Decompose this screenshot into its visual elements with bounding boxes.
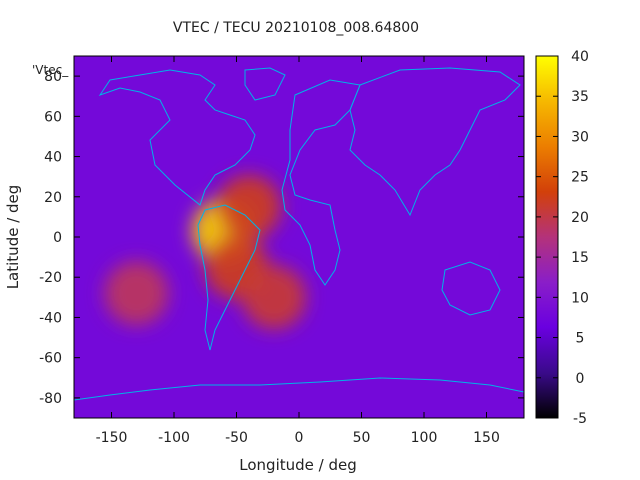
coastline-australia — [441, 261, 501, 316]
x-tick-label: -100 — [158, 430, 190, 446]
x-tick-label: -50 — [225, 430, 248, 446]
y-tick-label: 0 — [53, 230, 62, 246]
x-tick-label: 50 — [353, 430, 371, 446]
chart-title: VTEC / TECU 20210108_008.64800 — [173, 20, 419, 36]
colorbar-tick-label: 35 — [571, 89, 589, 105]
coastline-antarctica — [74, 377, 524, 401]
anomaly-south-atlantic — [242, 265, 306, 330]
colorbar-tick-label: 0 — [576, 371, 585, 387]
colorbar — [535, 55, 559, 419]
anomaly-layer — [104, 174, 306, 330]
y-tick-label: -20 — [39, 270, 62, 286]
colorbar-ticks: -5 0 5 10 15 20 25 30 35 40 — [536, 49, 589, 427]
y-tick-label: 40 — [44, 150, 62, 166]
plot-area — [74, 56, 524, 418]
colorbar-tick-label: 30 — [571, 129, 589, 145]
y-tick-label: -80 — [39, 391, 62, 407]
anomaly-southeast-pacific — [104, 261, 169, 326]
x-axis-label: Longitude / deg — [239, 456, 356, 474]
coastline-north-america — [98, 69, 256, 206]
coastline-asia — [349, 67, 521, 217]
coastline-greenland — [244, 67, 286, 101]
x-tick-label: -150 — [96, 430, 128, 446]
colorbar-tick-label: -5 — [573, 411, 587, 427]
x-axis-ticks: -150 -100 -50 0 50 100 150 — [96, 56, 500, 446]
vtec-background — [74, 56, 524, 418]
x-tick-label: 0 — [295, 430, 304, 446]
x-tick-label: 100 — [411, 430, 438, 446]
y-axis-label: Latitude / deg — [4, 185, 22, 290]
colorbar-tick-label: 20 — [571, 210, 589, 226]
coastline-europe-africa — [281, 79, 361, 286]
coastlines — [74, 67, 524, 401]
colorbar-tick-label: 10 — [571, 290, 589, 306]
y-axis-ticks: -80 -60 -40 -20 0 20 40 60 80 — [39, 69, 524, 407]
y-tick-label: -40 — [39, 310, 62, 326]
y-tick-label: 80 — [44, 69, 62, 85]
colorbar-tick-label: 5 — [576, 331, 585, 347]
y-tick-label: 60 — [44, 109, 62, 125]
x-tick-label: 150 — [473, 430, 500, 446]
colorbar-tick-label: 15 — [571, 250, 589, 266]
vtec-overlay-label: 'Vtec_ — [32, 63, 69, 77]
y-tick-label: -60 — [39, 351, 62, 367]
coastline-south-america — [197, 204, 261, 351]
anomaly-north-of-south-america — [217, 174, 281, 239]
colorbar-tick-label: 25 — [571, 170, 589, 186]
colorbar-tick-label: 40 — [571, 49, 589, 65]
y-tick-label: 20 — [44, 190, 62, 206]
